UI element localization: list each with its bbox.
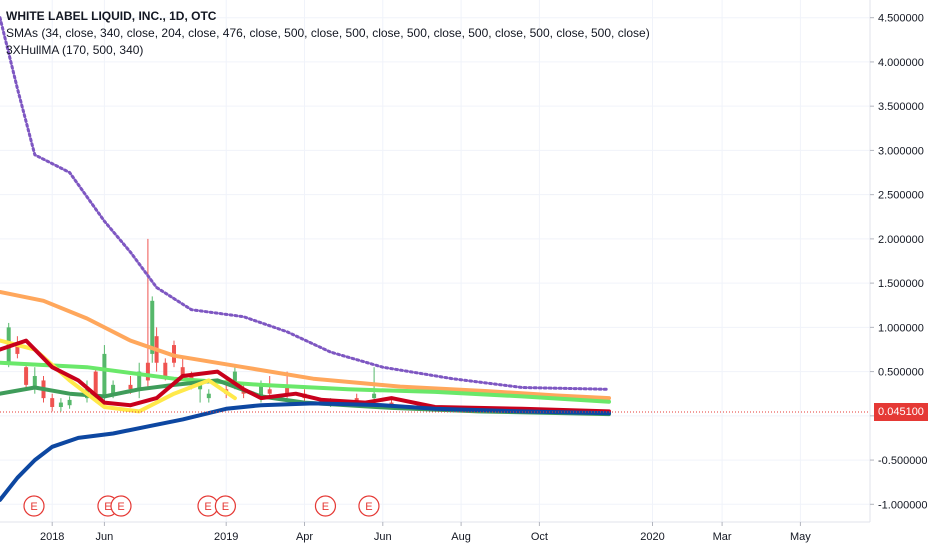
candle-body <box>180 367 185 377</box>
series-purple <box>0 16 611 391</box>
candle-body <box>50 398 55 407</box>
x-tick-label: 2020 <box>640 531 664 543</box>
event-marker-label: E <box>222 501 229 513</box>
x-tick-label: Oct <box>531 531 548 543</box>
candle-body <box>137 371 142 390</box>
x-tick-label: Jun <box>374 531 392 543</box>
x-tick-label: Aug <box>451 531 471 543</box>
candle-body <box>58 402 63 407</box>
grid <box>0 0 870 522</box>
candle-body <box>372 393 377 399</box>
candle-body <box>111 384 116 394</box>
candle-body <box>145 362 150 381</box>
event-marker-circle <box>314 495 337 517</box>
y-tick-label: -1.000000 <box>878 499 928 511</box>
y-tick-label: 2.500000 <box>878 190 924 202</box>
series-blue <box>0 401 611 502</box>
candle-body <box>232 371 237 385</box>
legend: WHITE LABEL LIQUID, INC., 1D, OTC SMAs (… <box>6 8 650 59</box>
event-marker[interactable]: E <box>214 495 236 517</box>
y-tick-label: 4.000000 <box>878 57 924 69</box>
event-marker[interactable]: E <box>110 495 132 517</box>
candle-body <box>198 384 203 390</box>
candle-body <box>102 353 107 399</box>
y-tick-label: 0.500000 <box>878 367 924 379</box>
event-marker-circle <box>110 495 132 517</box>
candle-body <box>150 300 155 354</box>
series-red <box>0 338 611 414</box>
x-tick-label: Apr <box>296 531 313 543</box>
candle-body <box>259 384 263 399</box>
event-marker-circle <box>214 495 236 517</box>
series-green <box>0 360 611 404</box>
candle-body <box>128 384 133 390</box>
candle-body <box>32 376 37 390</box>
y-tick-label: 4.500000 <box>878 13 924 25</box>
candle-body <box>206 393 211 399</box>
candle-body <box>24 367 29 385</box>
x-tick-label: Jun <box>96 531 114 543</box>
y-tick-label: -0.500000 <box>878 455 928 467</box>
candle-body <box>93 371 98 399</box>
event-marker[interactable]: E <box>314 495 337 517</box>
indicator-smas-label[interactable]: SMAs (34, close, 340, close, 204, close,… <box>6 26 650 40</box>
y-tick-label: 3.500000 <box>878 101 924 113</box>
candle-body <box>15 345 20 354</box>
y-tick-label: 3.000000 <box>878 145 924 157</box>
event-marker-label: E <box>117 501 124 513</box>
indicator-hullma-label[interactable]: 3XHullMA (170, 500, 340) <box>6 43 144 57</box>
candle-body <box>67 399 72 406</box>
event-marker-label: E <box>322 501 329 513</box>
series-orange <box>0 290 611 401</box>
symbol-title: WHITE LABEL LIQUID, INC., 1D, OTC <box>6 9 217 23</box>
x-tick-label: 2019 <box>214 531 238 543</box>
event-marker-label: E <box>204 501 211 513</box>
series-lines <box>0 16 611 502</box>
time-axis[interactable]: 2018 Jun 2019 Apr Jun Aug Oct 2020 Mar May <box>40 522 811 543</box>
event-marker-circle <box>23 495 45 517</box>
event-marker[interactable]: E <box>23 495 45 517</box>
y-tick-label: 1.000000 <box>878 322 924 334</box>
x-tick-label: Mar <box>713 531 732 543</box>
event-marker-label: E <box>30 501 37 513</box>
event-marker-label: E <box>104 501 111 513</box>
event-marker[interactable]: E <box>358 495 380 517</box>
x-tick-label: May <box>790 531 811 543</box>
price-axis[interactable]: 4.500000 4.000000 3.500000 3.000000 2.500000… <box>870 13 928 512</box>
y-tick-label: 1.500000 <box>878 278 924 290</box>
event-marker-label: E <box>365 501 372 513</box>
candle-body <box>163 362 168 377</box>
y-tick-label: 2.000000 <box>878 234 924 246</box>
event-marker-circle <box>358 495 380 517</box>
candle-body <box>267 389 272 394</box>
x-tick-label: 2018 <box>40 531 64 543</box>
candle-body <box>285 384 290 394</box>
last-price-label: 0.045100 <box>874 403 928 421</box>
